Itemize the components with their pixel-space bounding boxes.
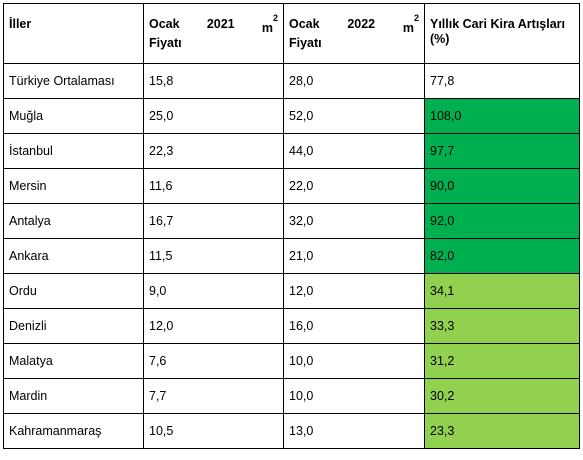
cell-annual-increase: 34,1 — [424, 273, 580, 309]
cell-jan-2021-price: 15,8 — [143, 63, 284, 99]
cell-jan-2022-price: 22,0 — [283, 168, 425, 204]
cell-jan-2021-price: 7,6 — [143, 343, 284, 379]
cell-jan-2021-price: 25,0 — [143, 98, 284, 134]
cell-city: Muğla — [3, 98, 144, 134]
cell-city: Ordu — [3, 273, 144, 309]
cell-annual-increase: 31,2 — [424, 343, 580, 379]
header-jan-2021-line2: Fiyatı — [149, 36, 182, 51]
cell-city: Mardin — [3, 378, 144, 414]
cell-jan-2022-price: 21,0 — [283, 238, 425, 274]
cell-jan-2021-price: 22,3 — [143, 133, 284, 169]
cell-jan-2022-price: 16,0 — [283, 308, 425, 344]
cell-city: Antalya — [3, 203, 144, 239]
cell-jan-2021-price: 12,0 — [143, 308, 284, 344]
cell-city: İstanbul — [3, 133, 144, 169]
header-annual-increase: Yıllık Cari Kira Artışları (%) — [424, 3, 580, 64]
table-row: Kahramanmaraş 10,5 13,0 23,3 — [3, 413, 580, 449]
rent-increase-table: İller Ocak 2021 m2 Fiyatı Ocak 2022 m2 — [3, 3, 580, 449]
cell-annual-increase: 108,0 — [424, 98, 580, 134]
header-jan-2022-unit: m2 — [402, 13, 419, 36]
cell-jan-2022-price: 10,0 — [283, 378, 425, 414]
header-jan-2022-price: Ocak 2022 m2 Fiyatı — [283, 3, 425, 64]
header-jan-2022-line2: Fiyatı — [289, 36, 322, 51]
cell-city: Ankara — [3, 238, 144, 274]
table-row: İstanbul 22,3 44,0 97,7 — [3, 133, 580, 169]
rent-table-container: İller Ocak 2021 m2 Fiyatı Ocak 2022 m2 — [3, 3, 580, 449]
cell-annual-increase: 33,3 — [424, 308, 580, 344]
header-jan-2021-unit: m2 — [261, 13, 278, 36]
header-city: İller — [3, 3, 144, 64]
table-row: Ankara 11,5 21,0 82,0 — [3, 238, 580, 274]
cell-annual-increase: 97,7 — [424, 133, 580, 169]
cell-jan-2021-price: 11,5 — [143, 238, 284, 274]
table-row: Muğla 25,0 52,0 108,0 — [3, 98, 580, 134]
cell-city: Mersin — [3, 168, 144, 204]
header-jan-2021-word: Ocak — [149, 17, 180, 31]
table-body: Türkiye Ortalaması 15,8 28,0 77,8 Muğla 25,0 5… — [3, 63, 580, 449]
table-row: Denizli 12,0 16,0 33,3 — [3, 308, 580, 344]
cell-jan-2022-price: 28,0 — [283, 63, 425, 99]
table-row: Türkiye Ortalaması 15,8 28,0 77,8 — [3, 63, 580, 99]
cell-annual-increase: 30,2 — [424, 378, 580, 414]
header-jan-2022-word: Ocak — [289, 17, 320, 31]
table-header-row: İller Ocak 2021 m2 Fiyatı Ocak 2022 m2 — [3, 3, 580, 64]
cell-jan-2022-price: 13,0 — [283, 413, 425, 449]
table-row: Antalya 16,7 32,0 92,0 — [3, 203, 580, 239]
cell-jan-2021-price: 7,7 — [143, 378, 284, 414]
table-row: Mersin 11,6 22,0 90,0 — [3, 168, 580, 204]
header-jan-2021-price: Ocak 2021 m2 Fiyatı — [143, 3, 284, 64]
cell-city: Denizli — [3, 308, 144, 344]
table-row: Ordu 9,0 12,0 34,1 — [3, 273, 580, 309]
cell-jan-2022-price: 10,0 — [283, 343, 425, 379]
cell-jan-2022-price: 44,0 — [283, 133, 425, 169]
cell-jan-2022-price: 32,0 — [283, 203, 425, 239]
cell-annual-increase: 77,8 — [424, 63, 580, 99]
cell-annual-increase: 92,0 — [424, 203, 580, 239]
table-row: Malatya 7,6 10,0 31,2 — [3, 343, 580, 379]
cell-annual-increase: 82,0 — [424, 238, 580, 274]
cell-jan-2021-price: 11,6 — [143, 168, 284, 204]
cell-city: Türkiye Ortalaması — [3, 63, 144, 99]
table-row: Mardin 7,7 10,0 30,2 — [3, 378, 580, 414]
header-jan-2021-year: 2021 — [206, 17, 235, 31]
cell-jan-2021-price: 10,5 — [143, 413, 284, 449]
cell-city: Kahramanmaraş — [3, 413, 144, 449]
cell-jan-2022-price: 12,0 — [283, 273, 425, 309]
cell-jan-2021-price: 9,0 — [143, 273, 284, 309]
cell-jan-2021-price: 16,7 — [143, 203, 284, 239]
cell-jan-2022-price: 52,0 — [283, 98, 425, 134]
cell-annual-increase: 23,3 — [424, 413, 580, 449]
header-jan-2022-year: 2022 — [347, 17, 376, 31]
cell-city: Malatya — [3, 343, 144, 379]
cell-annual-increase: 90,0 — [424, 168, 580, 204]
